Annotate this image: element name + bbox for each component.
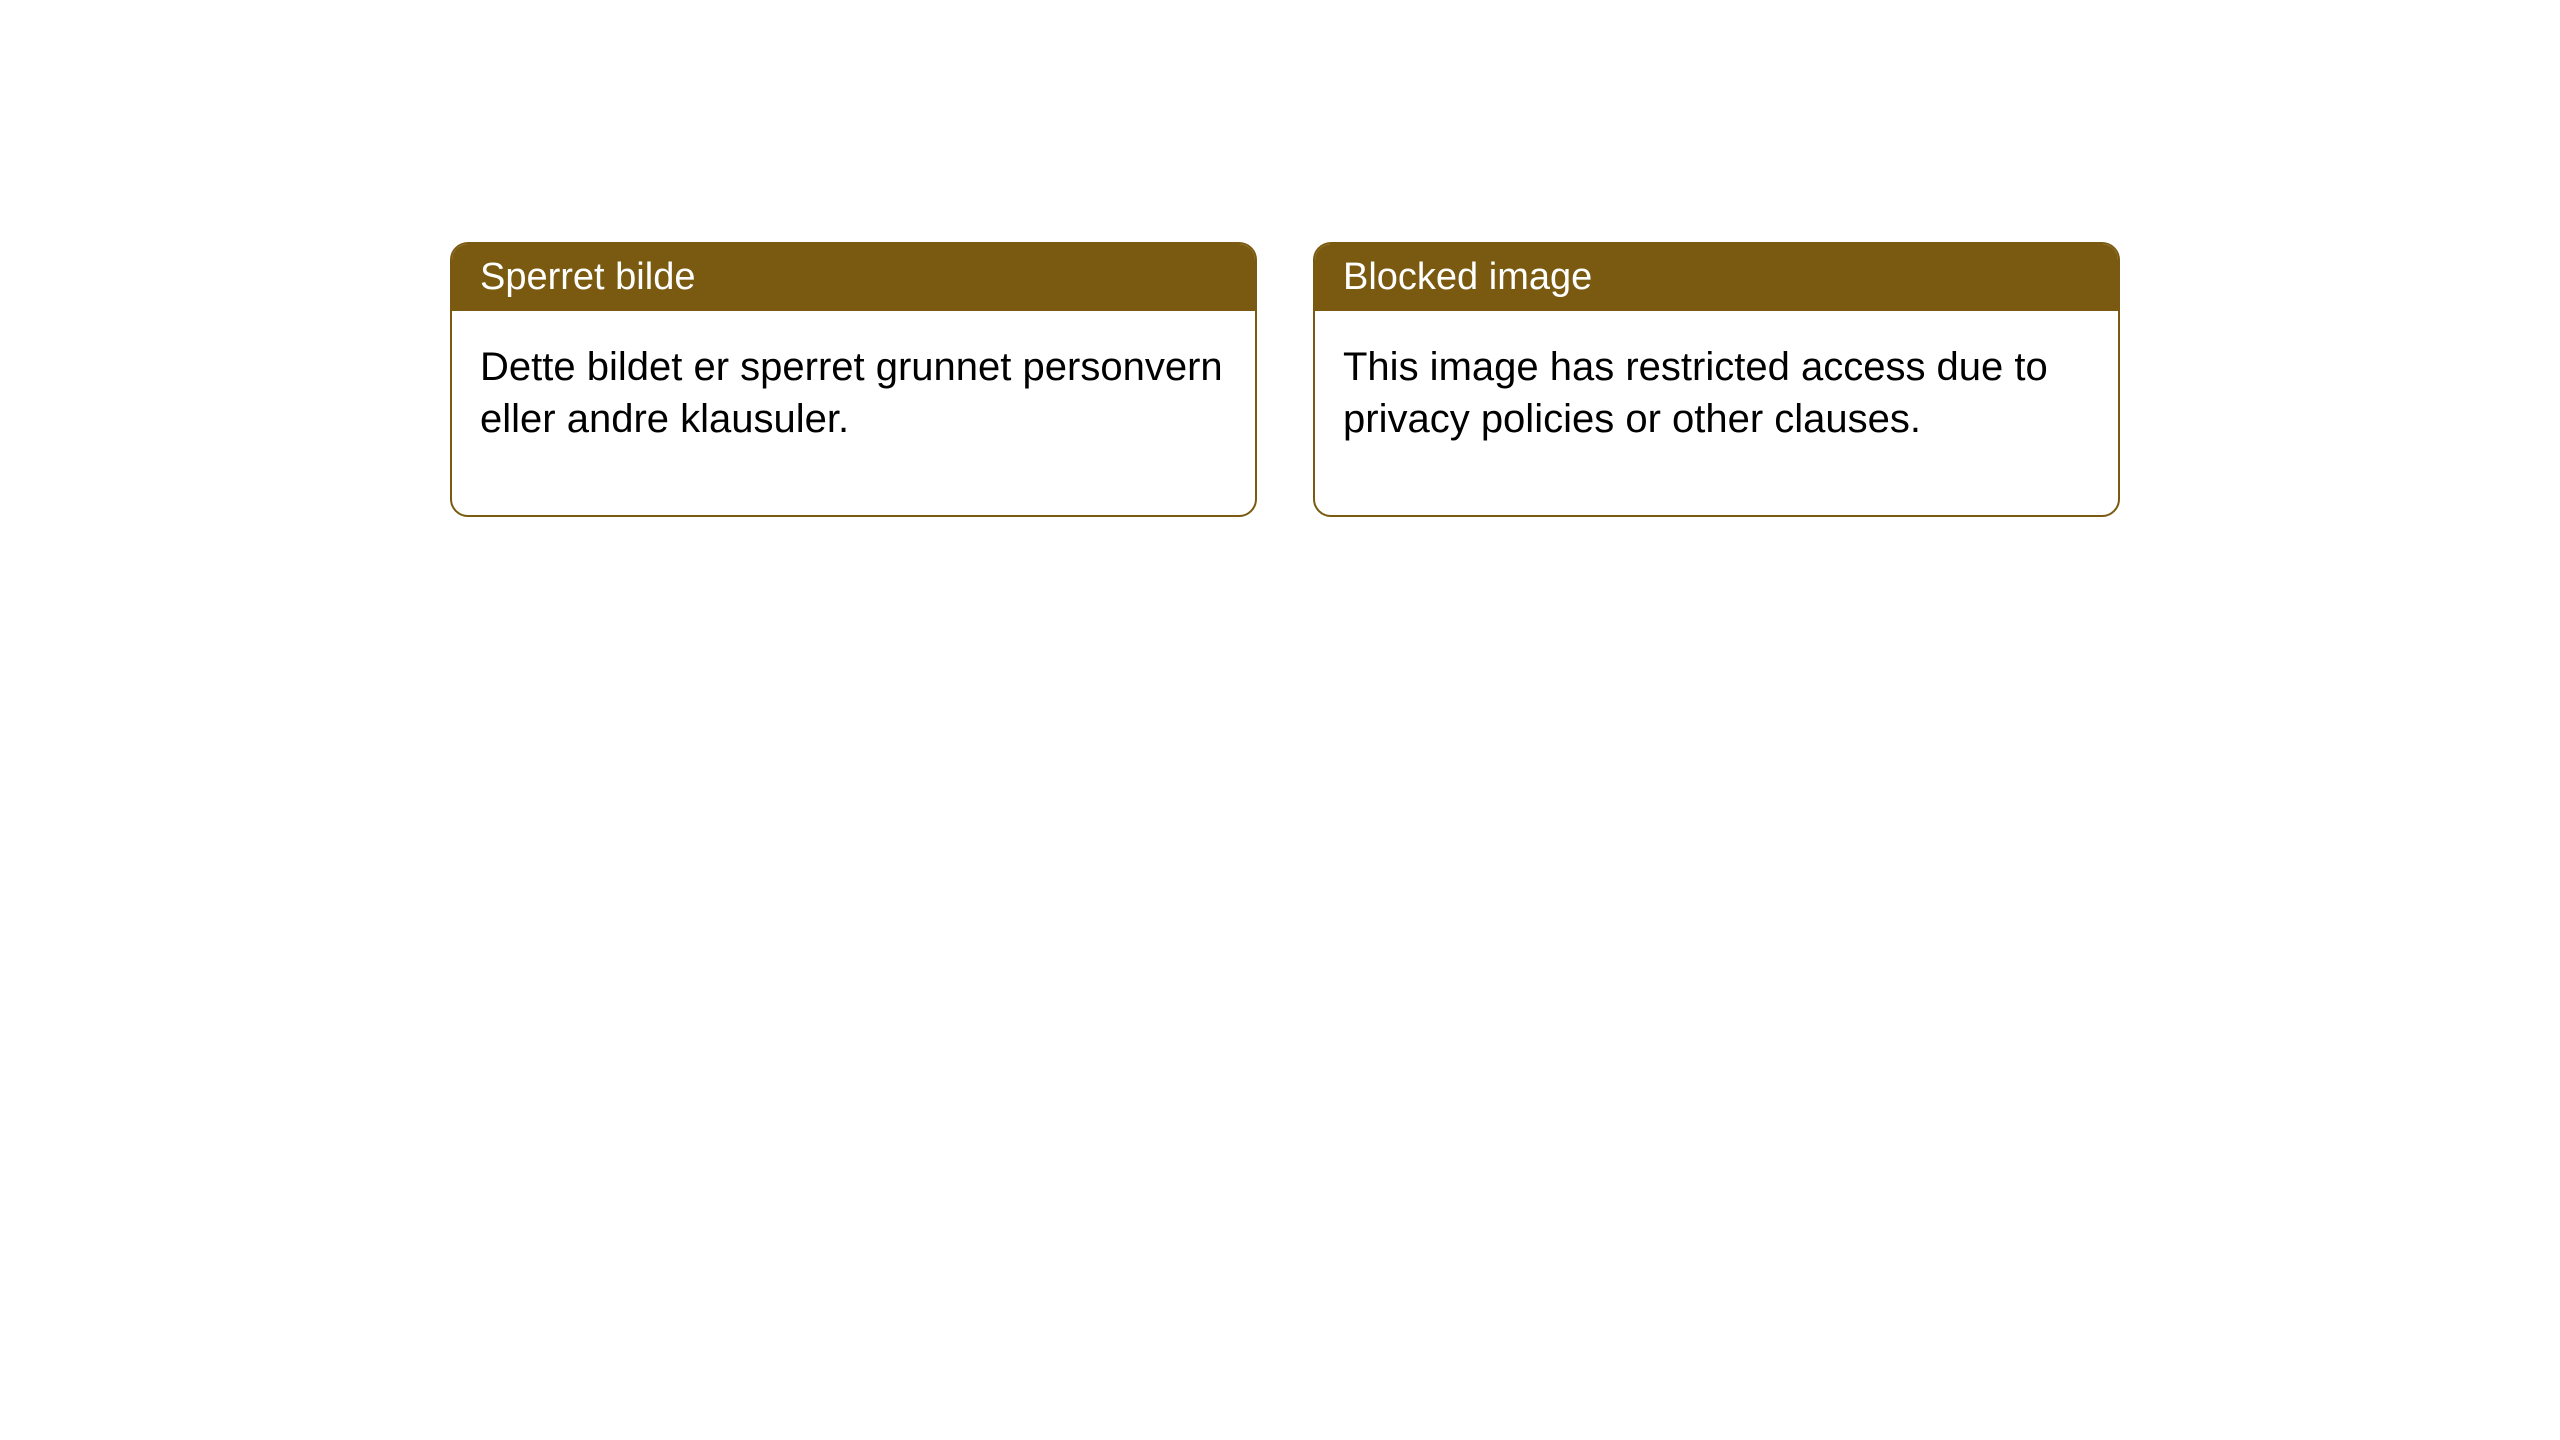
notice-body-norwegian: Dette bildet er sperret grunnet personve…: [452, 311, 1255, 515]
notice-header-english: Blocked image: [1315, 244, 2118, 311]
notice-card-norwegian: Sperret bilde Dette bildet er sperret gr…: [450, 242, 1257, 517]
notice-container: Sperret bilde Dette bildet er sperret gr…: [0, 0, 2560, 517]
notice-header-norwegian: Sperret bilde: [452, 244, 1255, 311]
notice-body-english: This image has restricted access due to …: [1315, 311, 2118, 515]
notice-card-english: Blocked image This image has restricted …: [1313, 242, 2120, 517]
